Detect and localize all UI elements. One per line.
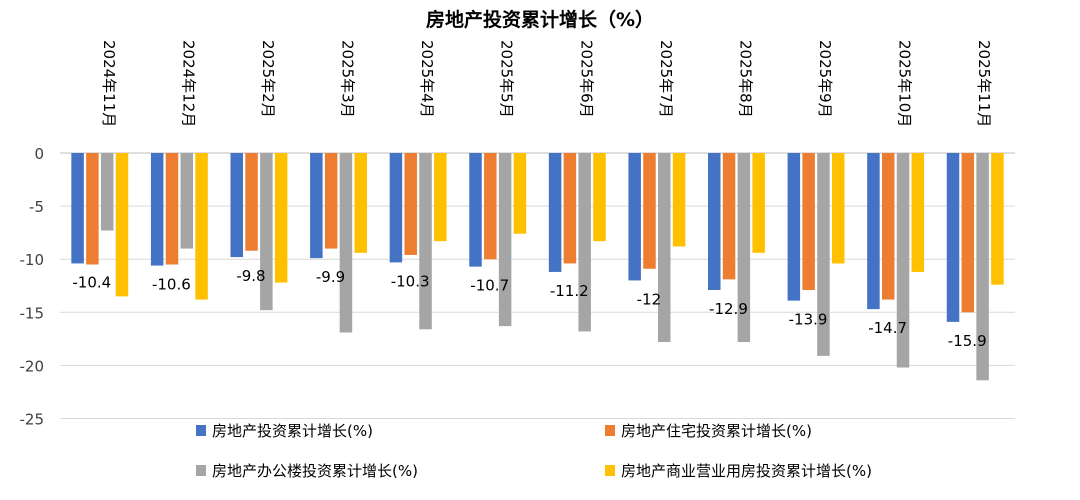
x-axis-labels: 2024年11月 2024年12月 2025年2月 2025年3月 2025年4月 202… (100, 40, 993, 127)
bar (195, 153, 208, 300)
legend: 房地产投资累计增长(%) 房地产住宅投资累计增长(%) 房地产办公楼投资累计增长(%… (196, 422, 872, 480)
legend-swatch (196, 465, 206, 476)
bar (434, 153, 447, 242)
gridlines (60, 152, 1015, 419)
bar (708, 153, 721, 290)
x-tick-label: 2025年4月 (418, 40, 436, 118)
bar (737, 153, 751, 343)
data-label: -14.7 (868, 319, 907, 337)
bar (961, 153, 975, 313)
bar (180, 153, 194, 249)
data-label: -11.2 (550, 282, 589, 300)
bar (643, 153, 656, 269)
y-tick-label: -15 (20, 304, 45, 322)
bar (563, 153, 577, 264)
bar (911, 153, 925, 272)
bar (593, 153, 606, 242)
y-axis-ticks: 0 -5 -10 -15 -20 -25 (20, 145, 45, 429)
bar (310, 153, 323, 259)
data-label: -13.9 (789, 311, 828, 329)
data-label: -12.9 (709, 300, 748, 318)
x-tick-label: 2025年2月 (259, 40, 277, 118)
bar (339, 153, 353, 333)
bar (976, 153, 989, 381)
bar (881, 153, 895, 300)
bar (548, 153, 562, 272)
bar (831, 153, 845, 264)
legend-label: 房地产商业营业用房投资累计增长(%) (621, 462, 872, 480)
data-label: -10.3 (391, 272, 430, 290)
bar (150, 153, 164, 266)
bar (469, 153, 482, 267)
bar (896, 153, 910, 368)
bar (354, 153, 367, 253)
data-label: -10.4 (72, 273, 111, 291)
x-tick-label: 2025年5月 (498, 40, 516, 118)
bar (672, 153, 686, 247)
x-tick-label: 2025年9月 (816, 40, 834, 118)
bar (165, 153, 179, 265)
bar (274, 153, 288, 283)
bar (802, 153, 815, 290)
y-tick-label: -25 (20, 411, 45, 429)
legend-label: 房地产住宅投资累计增长(%) (621, 422, 812, 440)
x-tick-label: 2025年6月 (577, 40, 595, 118)
legend-swatch (605, 465, 615, 476)
bar (578, 153, 591, 332)
legend-label: 房地产办公楼投资累计增长(%) (212, 462, 418, 480)
x-tick-label: 2025年10月 (896, 40, 914, 127)
x-tick-label: 2025年11月 (975, 40, 993, 127)
data-labels: -10.4 -10.6 -9.8 -9.9 -10.3 -10.7 -11.2 -12 -12.… (72, 267, 986, 350)
y-tick-label: 0 (34, 145, 44, 163)
bar (419, 153, 432, 330)
data-label: -10.6 (152, 276, 191, 294)
bar (115, 153, 129, 297)
bar (245, 153, 258, 251)
bar (71, 153, 84, 264)
bar (867, 153, 880, 310)
bar (389, 153, 403, 263)
bar (230, 153, 244, 258)
bar (324, 153, 338, 249)
bar (991, 153, 1004, 285)
chart-title: 房地产投资累计增长（%） (426, 8, 654, 31)
x-tick-label: 2025年8月 (736, 40, 754, 118)
bar (260, 153, 273, 311)
bar (752, 153, 765, 253)
bar (484, 153, 497, 260)
x-tick-label: 2024年12月 (179, 40, 197, 127)
x-tick-label: 2025年7月 (657, 40, 675, 118)
legend-swatch (196, 425, 206, 436)
bars (71, 153, 1004, 381)
data-label: -9.8 (236, 267, 265, 285)
legend-label: 房地产投资累计增长(%) (212, 422, 373, 440)
bar (722, 153, 736, 280)
y-tick-label: -10 (20, 251, 45, 269)
y-tick-label: -20 (20, 357, 45, 375)
bar (628, 153, 641, 281)
bar (404, 153, 417, 255)
x-tick-label: 2025年3月 (339, 40, 357, 118)
bar (100, 153, 114, 231)
bar (817, 153, 830, 356)
data-label: -12 (637, 290, 662, 308)
y-tick-label: -5 (29, 198, 44, 216)
bar (498, 153, 512, 327)
bar (86, 153, 99, 265)
bar (658, 153, 671, 343)
bar (787, 153, 801, 301)
data-label: -15.9 (948, 332, 987, 350)
bar (946, 153, 960, 322)
x-tick-label: 2024年11月 (100, 40, 118, 127)
data-label: -9.9 (316, 268, 345, 286)
bar (513, 153, 527, 234)
legend-swatch (605, 425, 615, 436)
data-label: -10.7 (470, 277, 509, 295)
